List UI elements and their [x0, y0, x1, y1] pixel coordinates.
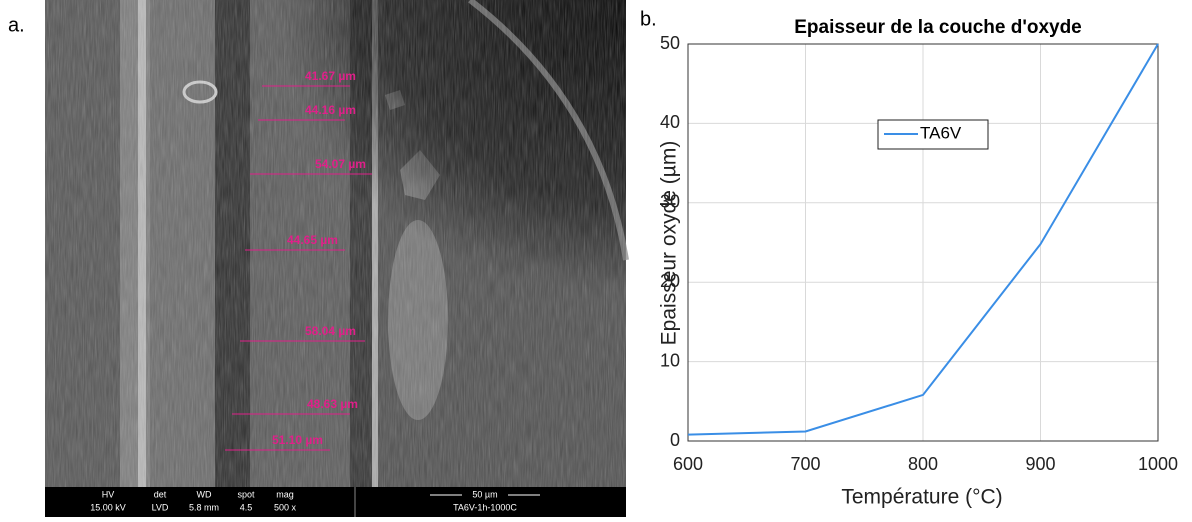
y-tick-label: 30 — [660, 192, 680, 212]
measure-label: 54.07 µm — [315, 157, 366, 171]
sample-name: TA6V-1h-1000C — [453, 502, 517, 512]
x-axis-label: Température (°C) — [841, 486, 1002, 509]
x-tick-label: 800 — [908, 454, 938, 474]
info-label: spot — [237, 489, 255, 499]
info-value: 5.8 mm — [189, 502, 219, 512]
x-tick-label: 1000 — [1138, 454, 1178, 474]
panel-label: b. — [640, 8, 657, 30]
measure-label: 44.16 µm — [305, 103, 356, 117]
y-tick-label: 50 — [660, 33, 680, 53]
info-label: HV — [102, 489, 115, 499]
sem-image — [45, 0, 629, 517]
axes-box — [687, 43, 1159, 442]
measure-label: 51.10 µm — [272, 433, 323, 447]
info-label: mag — [276, 489, 294, 499]
info-value: 500 x — [274, 502, 297, 512]
measure-label: 48.63 µm — [307, 397, 358, 411]
measure-label: 41.67 µm — [305, 69, 356, 83]
info-value: LVD — [152, 502, 169, 512]
x-tick-label: 900 — [1025, 454, 1055, 474]
chart-title: Epaisseur de la couche d'oxyde — [794, 17, 1082, 38]
info-value: 4.5 — [240, 502, 253, 512]
legend-label: TA6V — [920, 123, 962, 142]
info-label: det — [154, 489, 167, 499]
x-tick-label: 600 — [673, 454, 703, 474]
y-tick-label: 40 — [660, 112, 680, 132]
x-tick-label: 700 — [790, 454, 820, 474]
y-tick-label: 20 — [660, 271, 680, 291]
panel-label: a. — [8, 14, 25, 36]
info-label: WD — [197, 489, 212, 499]
measure-label: 44.65 µm — [287, 233, 338, 247]
measure-label: 58.04 µm — [305, 324, 356, 338]
info-value: 15.00 kV — [90, 502, 126, 512]
scale-text: 50 µm — [472, 489, 497, 499]
scale-bg — [462, 489, 508, 501]
y-tick-label: 0 — [670, 430, 680, 450]
y-axis-label: Epaisseur oxyde (µm) — [658, 141, 681, 346]
y-tick-label: 10 — [660, 350, 680, 370]
data-line — [687, 43, 1159, 436]
